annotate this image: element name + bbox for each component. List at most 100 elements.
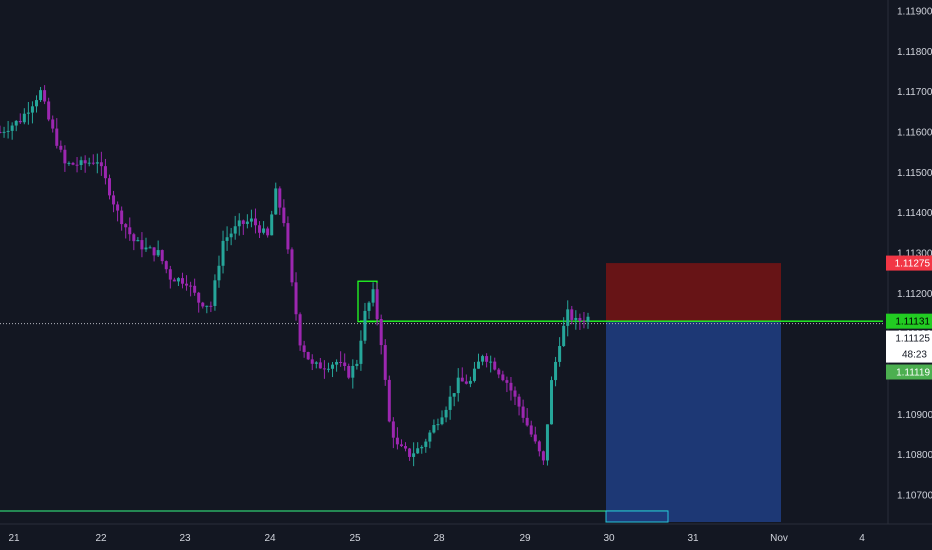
candle-body (209, 305, 213, 307)
candle-body (322, 368, 326, 370)
entry-price-tag-bg (886, 313, 932, 329)
candle-body (164, 261, 168, 270)
candle-body (326, 368, 330, 370)
stop-price-tag-label: 1.11275 (895, 259, 931, 270)
candle-body (47, 101, 51, 120)
time-tick-label: 28 (433, 533, 445, 544)
candle-body (262, 228, 266, 233)
candle-body (355, 363, 359, 366)
price-tags: 1.11275 1.11131 1.11125 48:23 1.11119 (886, 255, 932, 380)
stop-loss-zone (606, 263, 781, 322)
candle-body (79, 160, 83, 166)
candle-body (270, 214, 274, 236)
time-tick-label: Nov (770, 533, 788, 544)
candle-body (22, 113, 26, 123)
candle-body (30, 106, 34, 113)
candle-body (412, 453, 416, 457)
candle-body (537, 441, 541, 452)
candle-body (124, 224, 128, 228)
candle-body (440, 417, 444, 425)
candle-body (452, 393, 456, 397)
candle-body (176, 278, 180, 282)
time-tick-label: 29 (519, 533, 531, 544)
countdown-label: 48:23 (902, 350, 927, 361)
candle-body (318, 362, 322, 369)
candle-body (253, 218, 257, 226)
candle-body (39, 90, 43, 101)
candle-body (116, 204, 120, 211)
candle-body (63, 149, 67, 164)
candle-body (91, 162, 95, 164)
stop-price-tag-bg (886, 255, 932, 271)
candle-body (586, 316, 590, 322)
level-lines (0, 280, 883, 523)
candle-body (185, 283, 189, 286)
candle-body (351, 365, 355, 378)
candle-body (558, 346, 562, 362)
candle-body (290, 249, 294, 283)
time-tick-label: 4 (859, 533, 865, 544)
candle-body (359, 340, 363, 364)
candle-body (513, 390, 517, 397)
candle-body (201, 302, 205, 307)
candle-body (237, 220, 241, 227)
candle-body (448, 396, 452, 410)
candle-body (99, 162, 103, 167)
candle-body (371, 289, 375, 303)
candle-body (221, 240, 225, 266)
candle-body (493, 361, 497, 370)
current-price-tag-bg (886, 330, 932, 363)
time-tick-label: 23 (179, 533, 191, 544)
candle-body (367, 302, 371, 311)
time-tick-label: 30 (603, 533, 615, 544)
price-tick-label: 1.11800 (897, 47, 932, 58)
candle-body (274, 188, 278, 215)
candle-body (310, 359, 314, 364)
candle-body (331, 364, 335, 369)
price-tick-label: 1.11600 (897, 128, 932, 139)
candle-body (485, 356, 489, 362)
candle-body (140, 240, 144, 250)
candle-body (509, 382, 513, 391)
candle-body (456, 377, 460, 394)
candle-body (282, 207, 286, 224)
candle-body (294, 282, 298, 315)
candle-body (213, 280, 217, 306)
candle-body (75, 164, 79, 166)
time-tick-label: 25 (349, 533, 361, 544)
candle-body (189, 285, 193, 287)
candle-body (306, 352, 310, 360)
candle-body (347, 366, 351, 378)
candle-body (83, 160, 87, 164)
price-tick-label: 1.10800 (897, 450, 932, 461)
candle-body (128, 227, 132, 235)
candle-body (6, 130, 10, 132)
candle-body (112, 195, 116, 205)
candle-body (562, 325, 566, 347)
candle-body (0, 132, 2, 133)
candle-body (95, 162, 99, 164)
candle-body (582, 320, 586, 322)
candle-body (525, 417, 529, 426)
candle-body (550, 380, 554, 425)
candle-body (566, 309, 570, 326)
price-tick-label: 1.10900 (897, 410, 932, 421)
candle-body (43, 90, 47, 102)
position-zones (606, 263, 781, 522)
candle-body (343, 362, 347, 367)
candle-body (18, 120, 22, 123)
candle-body (521, 406, 525, 418)
candle-body (67, 162, 71, 164)
candle-body (107, 178, 111, 196)
candle-body (375, 289, 379, 319)
candle-body (497, 369, 501, 375)
candle-body (26, 112, 30, 114)
candle-body (233, 226, 237, 234)
candle-body (395, 437, 399, 445)
candle-body (335, 361, 339, 365)
candle-body (489, 361, 493, 363)
candle-body (148, 247, 152, 249)
candle-body (152, 247, 156, 256)
